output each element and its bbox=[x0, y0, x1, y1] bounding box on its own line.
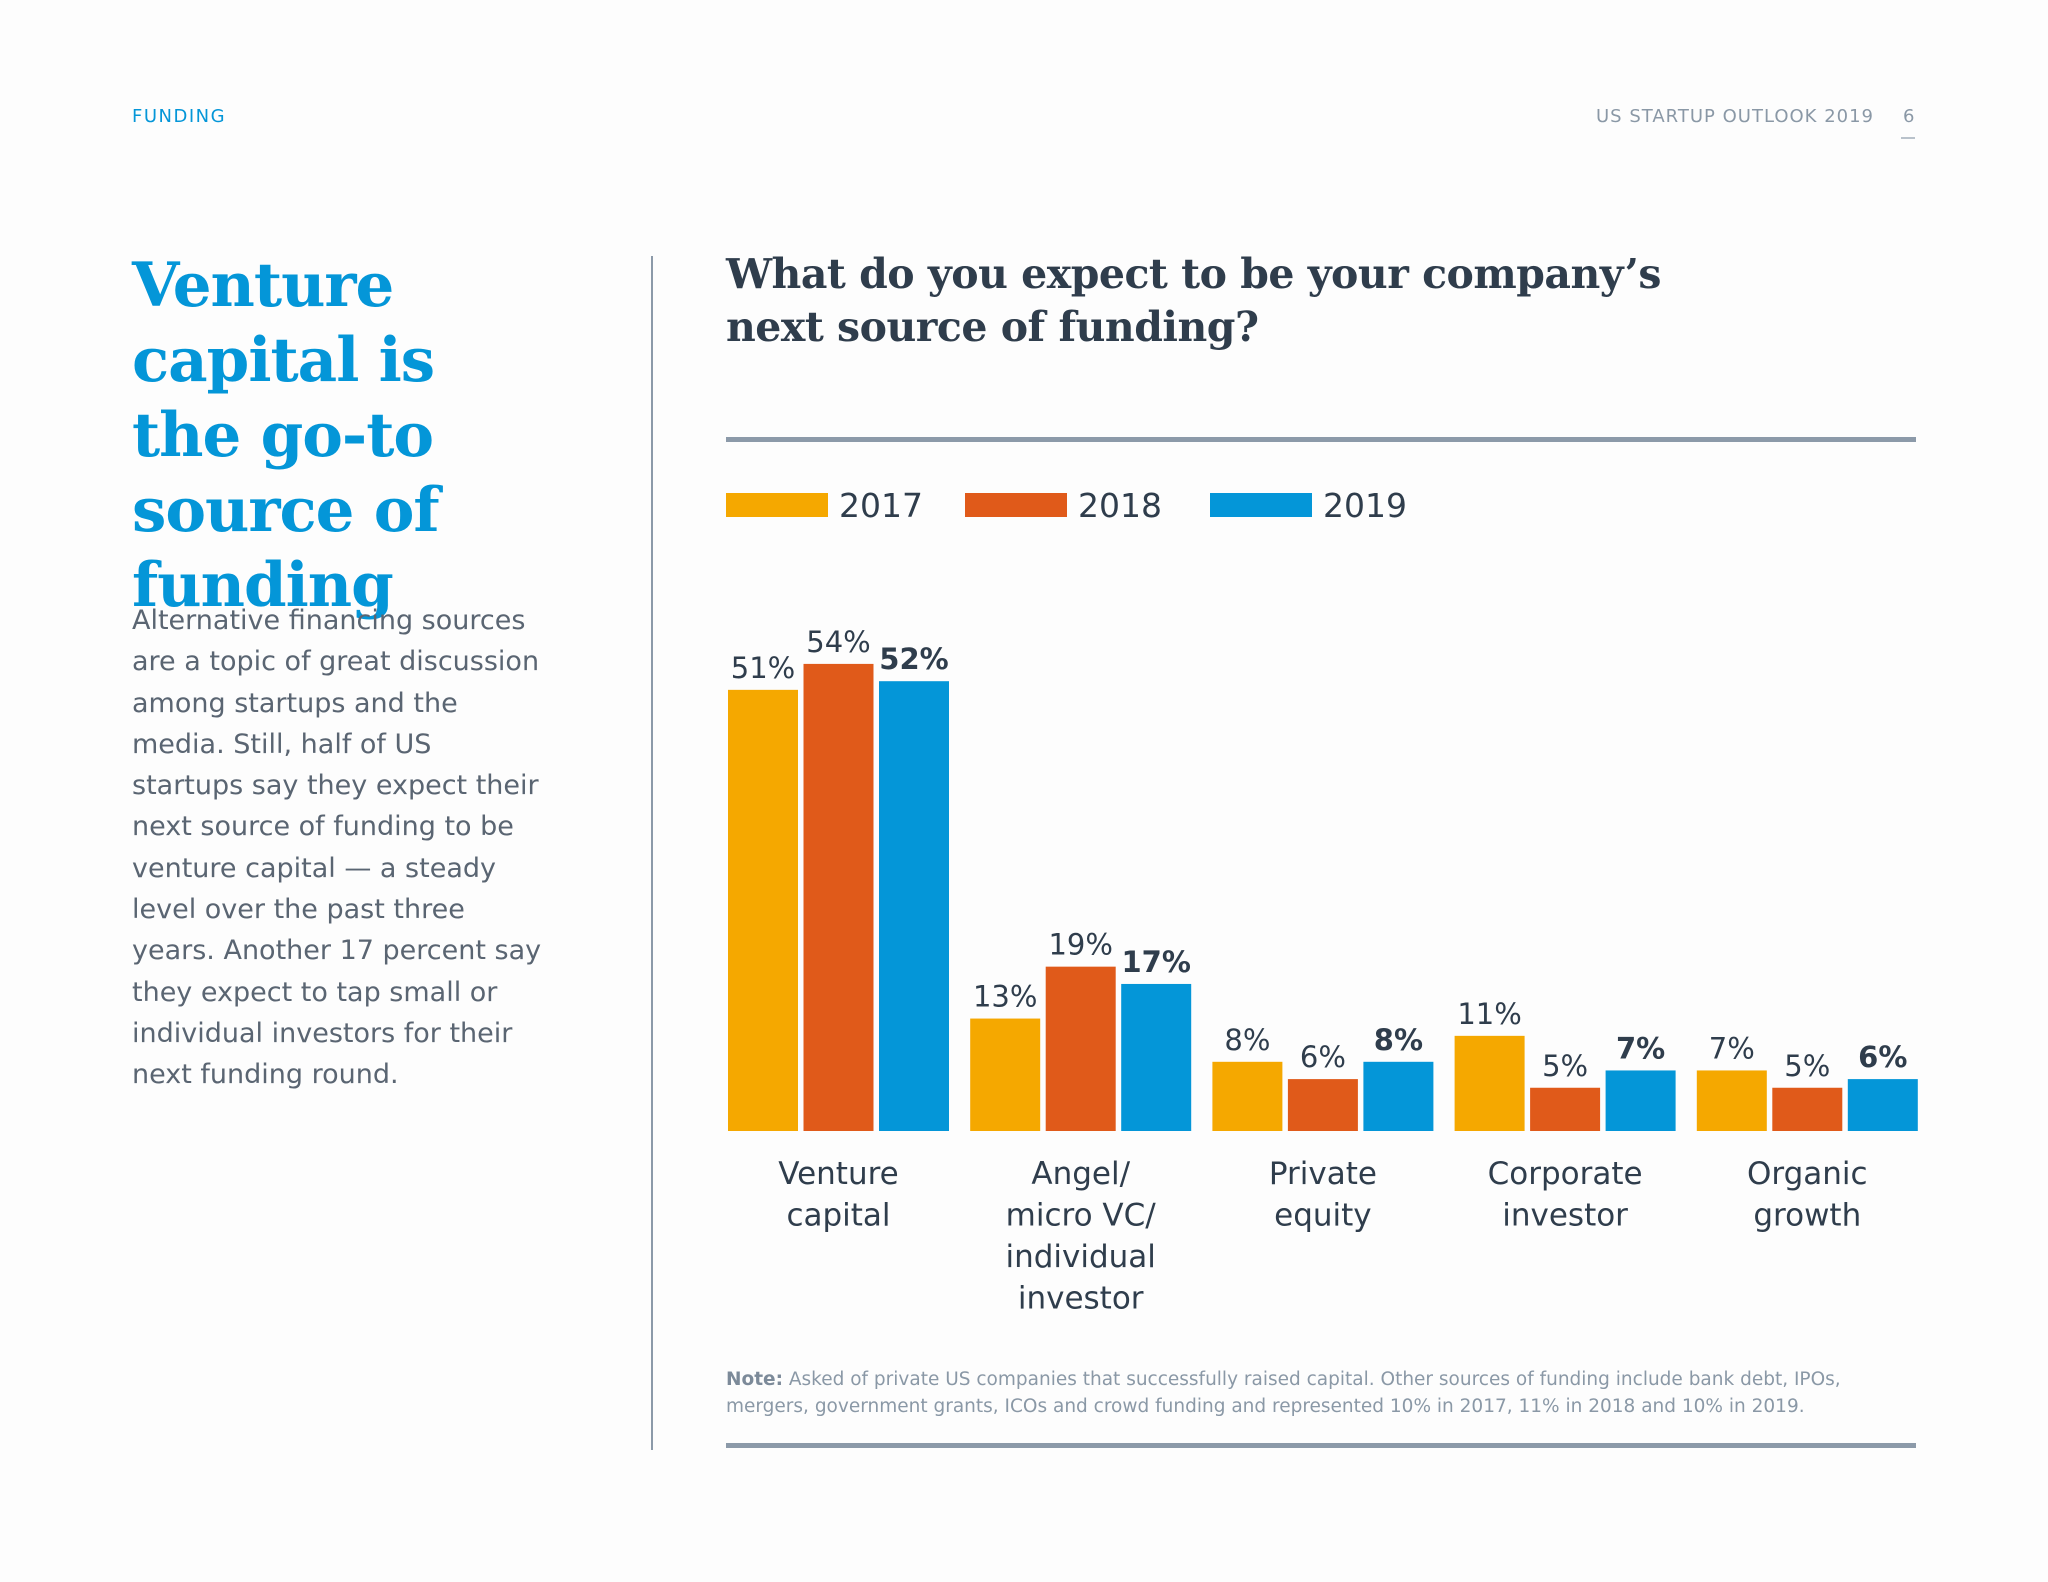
data-label-2018-2: 6% bbox=[1300, 1040, 1346, 1074]
headline: Venture capital is the go-to source of f… bbox=[132, 250, 440, 621]
category-label-line: Corporate bbox=[1488, 1156, 1643, 1192]
bar-2017-1 bbox=[970, 1018, 1041, 1131]
data-label-2017-3: 11% bbox=[1457, 997, 1521, 1031]
bar-2018-0 bbox=[803, 663, 874, 1131]
bar-2018-4 bbox=[1772, 1087, 1843, 1131]
category-label-line: Private bbox=[1269, 1156, 1377, 1192]
bar-2017-3 bbox=[1454, 1035, 1525, 1131]
category-label-line: investor bbox=[1502, 1198, 1628, 1234]
category-label-line: individual bbox=[1005, 1239, 1155, 1275]
data-label-2018-0: 54% bbox=[806, 625, 870, 659]
chart-rule-bottom bbox=[726, 1443, 1916, 1448]
data-label-2017-4: 7% bbox=[1709, 1031, 1755, 1065]
data-label-2019-4: 6% bbox=[1858, 1040, 1907, 1074]
bar-2017-0 bbox=[728, 689, 798, 1131]
legend-swatch-2018 bbox=[965, 493, 1067, 517]
section-label: FUNDING bbox=[132, 106, 227, 127]
category-label-2: Private equity bbox=[1269, 1156, 1377, 1234]
note-label: Note: bbox=[726, 1369, 783, 1390]
category-label-line: Venture bbox=[778, 1156, 898, 1192]
legend-label-2019: 2019 bbox=[1323, 486, 1407, 525]
data-label-2019-1: 17% bbox=[1121, 945, 1190, 979]
category-label-3: Corporate investor bbox=[1488, 1156, 1643, 1234]
chart-note: Note: Asked of private US companies that… bbox=[726, 1366, 1916, 1420]
data-label-2019-3: 7% bbox=[1616, 1031, 1665, 1065]
category-label-line: Angel/ bbox=[1031, 1156, 1130, 1192]
chart-title: What do you expect to be your company’s … bbox=[726, 250, 1662, 351]
bar-2019-1 bbox=[1121, 983, 1192, 1131]
legend-swatch-2017 bbox=[726, 493, 828, 517]
data-label-2018-3: 5% bbox=[1542, 1049, 1588, 1083]
data-label-2018-4: 5% bbox=[1784, 1049, 1830, 1083]
category-label-line: micro VC/ bbox=[1006, 1198, 1157, 1234]
bar-2018-1 bbox=[1045, 966, 1116, 1131]
bar-2019-4 bbox=[1847, 1079, 1918, 1131]
bar-2017-4 bbox=[1696, 1070, 1767, 1131]
category-label-line: investor bbox=[1018, 1281, 1144, 1317]
data-label-2017-2: 8% bbox=[1224, 1023, 1270, 1057]
category-label-line: Organic bbox=[1747, 1156, 1868, 1192]
data-label-2017-0: 51% bbox=[731, 651, 795, 685]
vertical-divider bbox=[651, 256, 653, 1450]
data-label-2017-1: 13% bbox=[973, 980, 1037, 1014]
data-label-2019-2: 8% bbox=[1374, 1023, 1423, 1057]
legend-label-2018: 2018 bbox=[1078, 486, 1162, 525]
body-text: Alternative financing sources are a topi… bbox=[132, 605, 542, 1091]
bar-2018-2 bbox=[1287, 1079, 1358, 1131]
legend-label-2017: 2017 bbox=[839, 486, 923, 525]
bar-2017-2 bbox=[1212, 1061, 1283, 1131]
category-label-line: equity bbox=[1274, 1198, 1372, 1234]
category-label-1: Angel/micro VC/individual investor bbox=[1005, 1156, 1156, 1317]
page-number-rule bbox=[1901, 137, 1915, 139]
bar-2019-3 bbox=[1605, 1070, 1676, 1131]
page-number: 6 bbox=[1903, 106, 1915, 127]
category-label-line: capital bbox=[786, 1198, 890, 1234]
note-text: Asked of private US companies that succe… bbox=[726, 1369, 1841, 1417]
category-label-4: Organic growth bbox=[1747, 1156, 1868, 1234]
bar-2019-2 bbox=[1363, 1061, 1434, 1131]
publication-title: US STARTUP OUTLOOK 2019 bbox=[1596, 106, 1874, 127]
legend-swatch-2019 bbox=[1210, 493, 1312, 517]
category-label-line: growth bbox=[1753, 1198, 1861, 1234]
chart-rule-top bbox=[726, 437, 1916, 442]
data-label-2019-0: 52% bbox=[879, 642, 948, 676]
category-label-0: Venture capital bbox=[778, 1156, 898, 1234]
bar-2019-0 bbox=[879, 681, 949, 1131]
data-label-2018-1: 19% bbox=[1048, 928, 1112, 962]
bar-2018-3 bbox=[1530, 1087, 1601, 1131]
